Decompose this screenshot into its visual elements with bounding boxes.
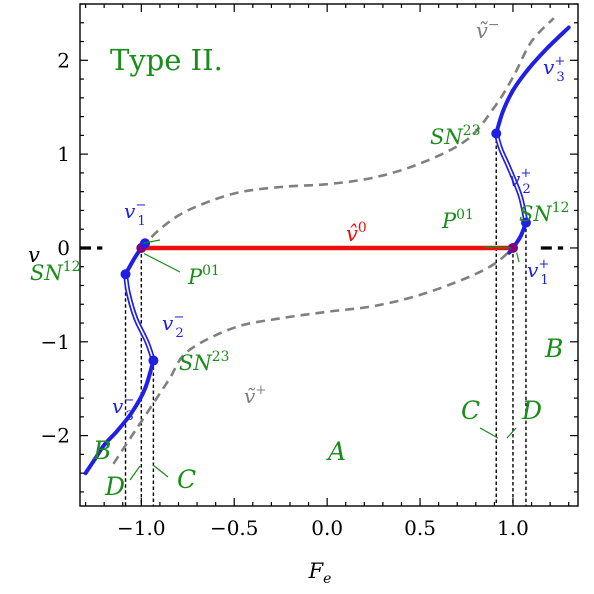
x-tick-label: 1.0 xyxy=(497,516,529,540)
annotation-SN12-right: SN12 xyxy=(519,200,569,226)
annotation-v3-plus: v+ 3 xyxy=(543,54,565,85)
point-sn23-left xyxy=(148,355,159,366)
points-layer xyxy=(120,128,531,366)
leader-d-right xyxy=(506,427,517,439)
point-sn12-left xyxy=(120,269,131,280)
annotation-region-B-right: B xyxy=(544,334,563,363)
y-tick-label: −2 xyxy=(41,424,70,448)
annotation-P01-left: P01 xyxy=(187,263,220,289)
point-p01-right xyxy=(507,242,518,253)
series-right-branch-segment-2-core xyxy=(495,133,527,223)
leader-p01-right xyxy=(483,246,512,249)
y-tick-label: 1 xyxy=(57,142,70,166)
chart-title: Type II. xyxy=(110,43,223,77)
point-sn12-right xyxy=(520,217,531,228)
x-axis-label-base: F xyxy=(308,559,325,583)
annotation-v-tilde-minus: ṽ− xyxy=(476,17,500,43)
x-tick-label: −0.5 xyxy=(210,516,259,540)
curves-layer xyxy=(80,17,571,476)
annotation-region-D-left: D xyxy=(104,472,125,501)
annotation-region-A: A xyxy=(326,437,346,466)
series-left-branch-segment-3 xyxy=(83,358,156,476)
x-tick-label: 0.0 xyxy=(311,516,343,540)
point-sn23-right xyxy=(491,128,502,139)
leader-c-right xyxy=(479,427,499,439)
annotation-SN23-left: SN23 xyxy=(179,349,229,375)
annotation-v-tilde-plus: ṽ+ xyxy=(244,383,266,408)
x-tick-label: −1.0 xyxy=(117,516,166,540)
x-tick-label: 0.5 xyxy=(404,516,436,540)
y-tick-label: 2 xyxy=(57,48,70,72)
leader-p01-left xyxy=(143,253,181,273)
ticks-layer: −1.0 −0.5 0.0 0.5 1.0 −2 −1 0 1 2 xyxy=(41,3,578,540)
annotation-v2-minus: v− 2 xyxy=(162,310,184,341)
plot-frame xyxy=(79,3,579,507)
y-tick-label: −1 xyxy=(41,330,70,354)
annotation-P01-right: P01 xyxy=(441,207,474,233)
annotation-region-B-left: B xyxy=(92,436,111,465)
annotations-layer: ṽ−ṽ+v̂0v+ 3v+ 2v+ 1v− 1v− 2v− 3SN23SN12SN12SN2… xyxy=(30,17,569,501)
x-axis-label-sub: e xyxy=(323,571,331,587)
annotation-v2-plus: v+ 2 xyxy=(509,166,531,197)
annotation-v1-plus: v+ 1 xyxy=(527,257,549,288)
annotation-SN23-right: SN23 xyxy=(430,123,480,149)
axes-layer xyxy=(79,3,579,507)
series-left-branch-segment-2-core xyxy=(124,274,155,361)
series-v xyxy=(140,17,555,249)
annotation-v1-minus: v− 1 xyxy=(124,198,146,229)
guide-lines-layer xyxy=(124,133,527,506)
series-right-branch-segment-3 xyxy=(494,25,571,136)
leader-v1-minus xyxy=(143,239,161,244)
y-axis-label: v xyxy=(28,243,40,267)
annotation-v3-minus: v− 3 xyxy=(112,393,134,424)
x-axis-label: Fe xyxy=(308,559,332,587)
annotation-region-D-right: D xyxy=(521,396,542,425)
leader-c-left xyxy=(152,464,169,478)
leader-v1-plus xyxy=(516,252,520,263)
annotation-region-C-left: C xyxy=(177,465,196,494)
annotation-v-hat0: v̂0 xyxy=(346,220,367,246)
annotation-region-C-right: C xyxy=(461,396,480,425)
series-v xyxy=(112,247,514,465)
leader-d-left xyxy=(129,465,141,481)
y-tick-label: 0 xyxy=(57,236,70,260)
annotation-SN12-left: SN12 xyxy=(30,259,80,285)
